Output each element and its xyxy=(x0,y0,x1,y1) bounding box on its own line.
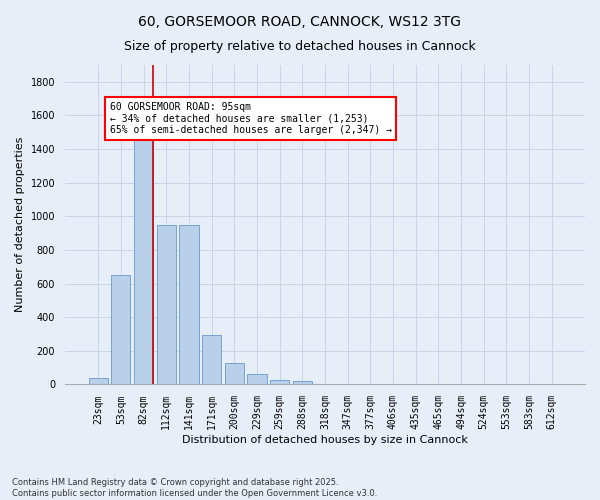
Text: Contains HM Land Registry data © Crown copyright and database right 2025.
Contai: Contains HM Land Registry data © Crown c… xyxy=(12,478,377,498)
Bar xyxy=(202,335,221,384)
X-axis label: Distribution of detached houses by size in Cannock: Distribution of detached houses by size … xyxy=(182,435,468,445)
Bar xyxy=(270,380,289,384)
Bar xyxy=(89,378,108,384)
Bar xyxy=(111,275,130,384)
Bar xyxy=(293,381,312,384)
Y-axis label: Number of detached properties: Number of detached properties xyxy=(15,137,25,312)
Bar xyxy=(157,224,176,384)
Text: Size of property relative to detached houses in Cannock: Size of property relative to detached ho… xyxy=(124,40,476,53)
Bar xyxy=(247,374,266,384)
Bar xyxy=(224,362,244,384)
Bar xyxy=(179,224,199,384)
Text: 60, GORSEMOOR ROAD, CANNOCK, WS12 3TG: 60, GORSEMOOR ROAD, CANNOCK, WS12 3TG xyxy=(139,15,461,29)
Text: 60 GORSEMOOR ROAD: 95sqm
← 34% of detached houses are smaller (1,253)
65% of sem: 60 GORSEMOOR ROAD: 95sqm ← 34% of detach… xyxy=(110,102,392,135)
Bar xyxy=(134,132,153,384)
